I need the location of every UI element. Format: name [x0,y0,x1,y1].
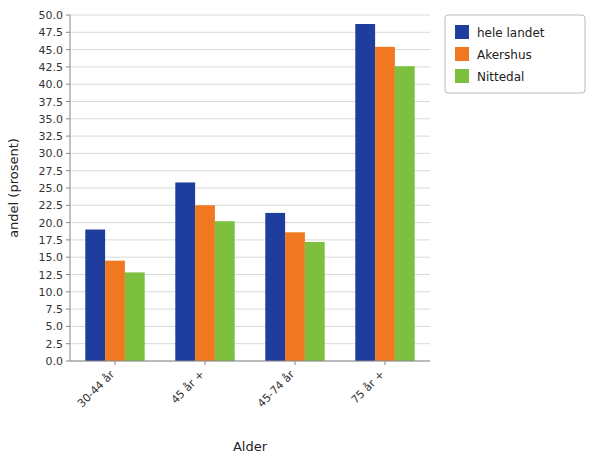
y-tick-label: 5.0 [46,320,64,333]
bar [265,213,285,361]
y-tick-label: 47.5 [39,26,64,39]
y-tick-label: 25.0 [39,182,64,195]
y-tick-label: 35.0 [39,113,64,126]
y-tick-label: 2.5 [46,338,64,351]
y-tick [66,136,70,137]
chart-container: 0.0 2.5 5.0 7.5 10.0 12.5 15.0 17.5 20.0 22.5 25.0… [0,0,600,461]
y-tick [66,239,70,240]
bars [85,24,414,361]
chart: 0.0 2.5 5.0 7.5 10.0 12.5 15.0 17.5 20.0 22.5 25.0… [0,0,600,461]
bar [175,182,195,361]
x-tick-label: 30-44 år [75,368,118,411]
x-axis-line [70,361,430,362]
legend: hele landet Akershus Nittedal [445,15,585,93]
y-axis-label: andel (prosent) [6,138,21,238]
y-tick [66,170,70,171]
legend-swatch [455,69,469,83]
y-tick-label: 15.0 [39,251,64,264]
grid-line [70,361,430,362]
bar [105,261,125,361]
y-tick-label: 42.5 [39,61,64,74]
y-tick [66,291,70,292]
y-tick [66,153,70,154]
y-tick-label: 17.5 [39,234,64,247]
legend-label: hele landet [477,26,545,40]
y-tick-label: 10.0 [39,286,64,299]
grid-line [70,32,430,33]
y-tick-label: 27.5 [39,165,64,178]
x-tick [115,361,116,365]
bar [395,66,415,361]
y-tick [66,326,70,327]
bar [305,242,325,361]
y-tick [66,101,70,102]
legend-swatch [455,25,469,39]
legend-label: Akershus [477,48,532,62]
y-tick [66,188,70,189]
bar [215,221,235,361]
y-tick-labels: 0.0 2.5 5.0 7.5 10.0 12.5 15.0 17.5 20.0 22.5 25.0… [39,9,71,368]
y-tick [66,274,70,275]
x-tick [385,361,386,365]
y-tick [66,66,70,67]
bar [375,47,395,361]
x-tick-label: 75 år + [349,368,388,407]
x-tick [295,361,296,365]
y-tick-label: 0.0 [46,355,64,368]
legend-swatch [455,47,469,61]
y-axis-line [70,15,71,361]
y-tick [66,257,70,258]
y-grid [70,15,430,361]
y-tick [66,32,70,33]
x-tick [205,361,206,365]
y-tick [66,118,70,119]
x-tick-label: 45 år + [169,368,208,407]
y-tick [66,361,70,362]
y-tick-label: 40.0 [39,78,64,91]
y-tick-label: 45.0 [39,44,64,57]
y-tick-label: 12.5 [39,269,64,282]
bar [195,205,215,361]
bar [355,24,375,361]
y-tick-label: 22.5 [39,199,64,212]
y-tick [66,222,70,223]
legend-label: Nittedal [477,70,524,84]
bar [285,232,305,361]
grid-line [70,15,430,16]
y-tick [66,15,70,16]
x-tick-label: 45-74 år [255,368,298,411]
y-tick [66,309,70,310]
x-axis-label: Alder [233,439,268,454]
y-tick-label: 37.5 [39,96,64,109]
y-tick [66,205,70,206]
y-tick-label: 30.0 [39,147,64,160]
y-tick [66,49,70,50]
y-tick-label: 20.0 [39,217,64,230]
y-tick-label: 32.5 [39,130,64,143]
y-tick-label: 50.0 [39,9,64,22]
legend-frame [445,15,585,93]
y-tick [66,84,70,85]
x-tick-labels: 30-44 år 45 år + 45-74 år 75 år + [75,361,387,410]
bar [85,230,105,361]
bar [125,272,145,361]
y-tick [66,343,70,344]
y-tick-label: 7.5 [46,303,64,316]
